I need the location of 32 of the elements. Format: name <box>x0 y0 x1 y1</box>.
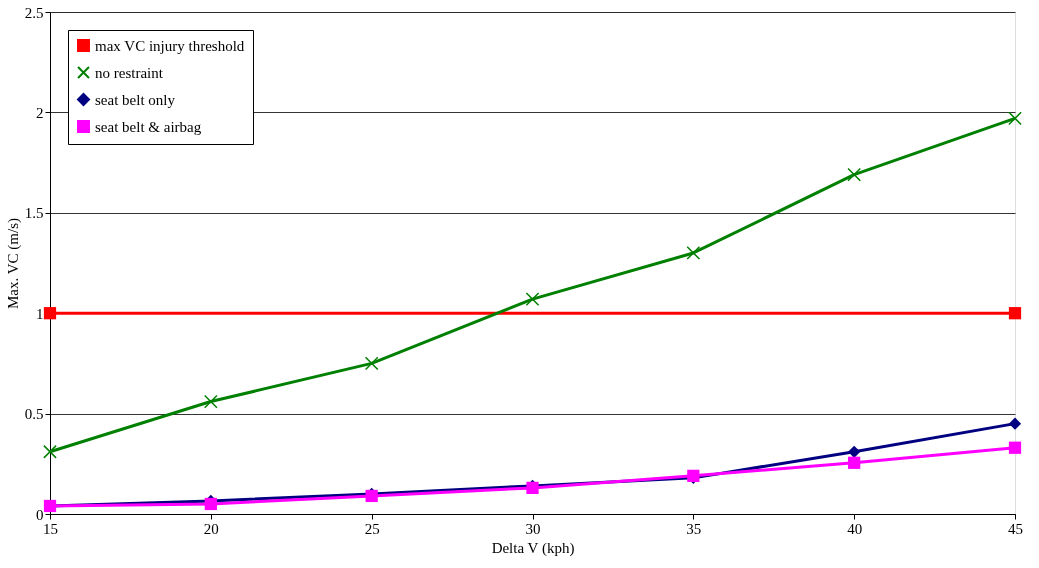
legend-label: seat belt only <box>95 91 176 108</box>
y-tick-label: 1 <box>36 305 44 322</box>
x-tick-label: 20 <box>203 520 219 537</box>
point <box>848 456 861 469</box>
point <box>847 167 862 182</box>
legend-label: seat belt & airbag <box>95 118 202 135</box>
x-tick-label: 30 <box>525 520 541 537</box>
x-tick-label: 35 <box>686 520 702 537</box>
point <box>203 394 218 409</box>
x-tick-label: 25 <box>364 520 380 537</box>
point <box>1008 111 1022 126</box>
point <box>525 292 540 307</box>
y-axis-title: Max. VC (m/s) <box>4 218 22 309</box>
point <box>1008 417 1022 430</box>
point <box>686 246 701 260</box>
point <box>43 444 57 459</box>
legend-label: no restraint <box>95 64 164 81</box>
y-tick-label: 2 <box>36 104 44 121</box>
y-tick-label: 0.5 <box>24 406 44 423</box>
legend-label: max VC injury threshold <box>95 37 245 54</box>
point <box>43 307 57 320</box>
y-tick-label: 1.5 <box>24 205 44 222</box>
x-tick-label: 15 <box>43 520 58 537</box>
point <box>1008 441 1022 454</box>
x-tick-label: 40 <box>847 520 863 537</box>
point <box>1008 307 1022 320</box>
x-tick-label: 45 <box>1008 520 1023 537</box>
y-tick-label: 0 <box>36 506 44 523</box>
x-axis-title: Delta V (kph) <box>491 539 575 557</box>
y-tick-label: 2.5 <box>24 4 44 21</box>
point <box>364 356 379 371</box>
point <box>848 445 861 458</box>
